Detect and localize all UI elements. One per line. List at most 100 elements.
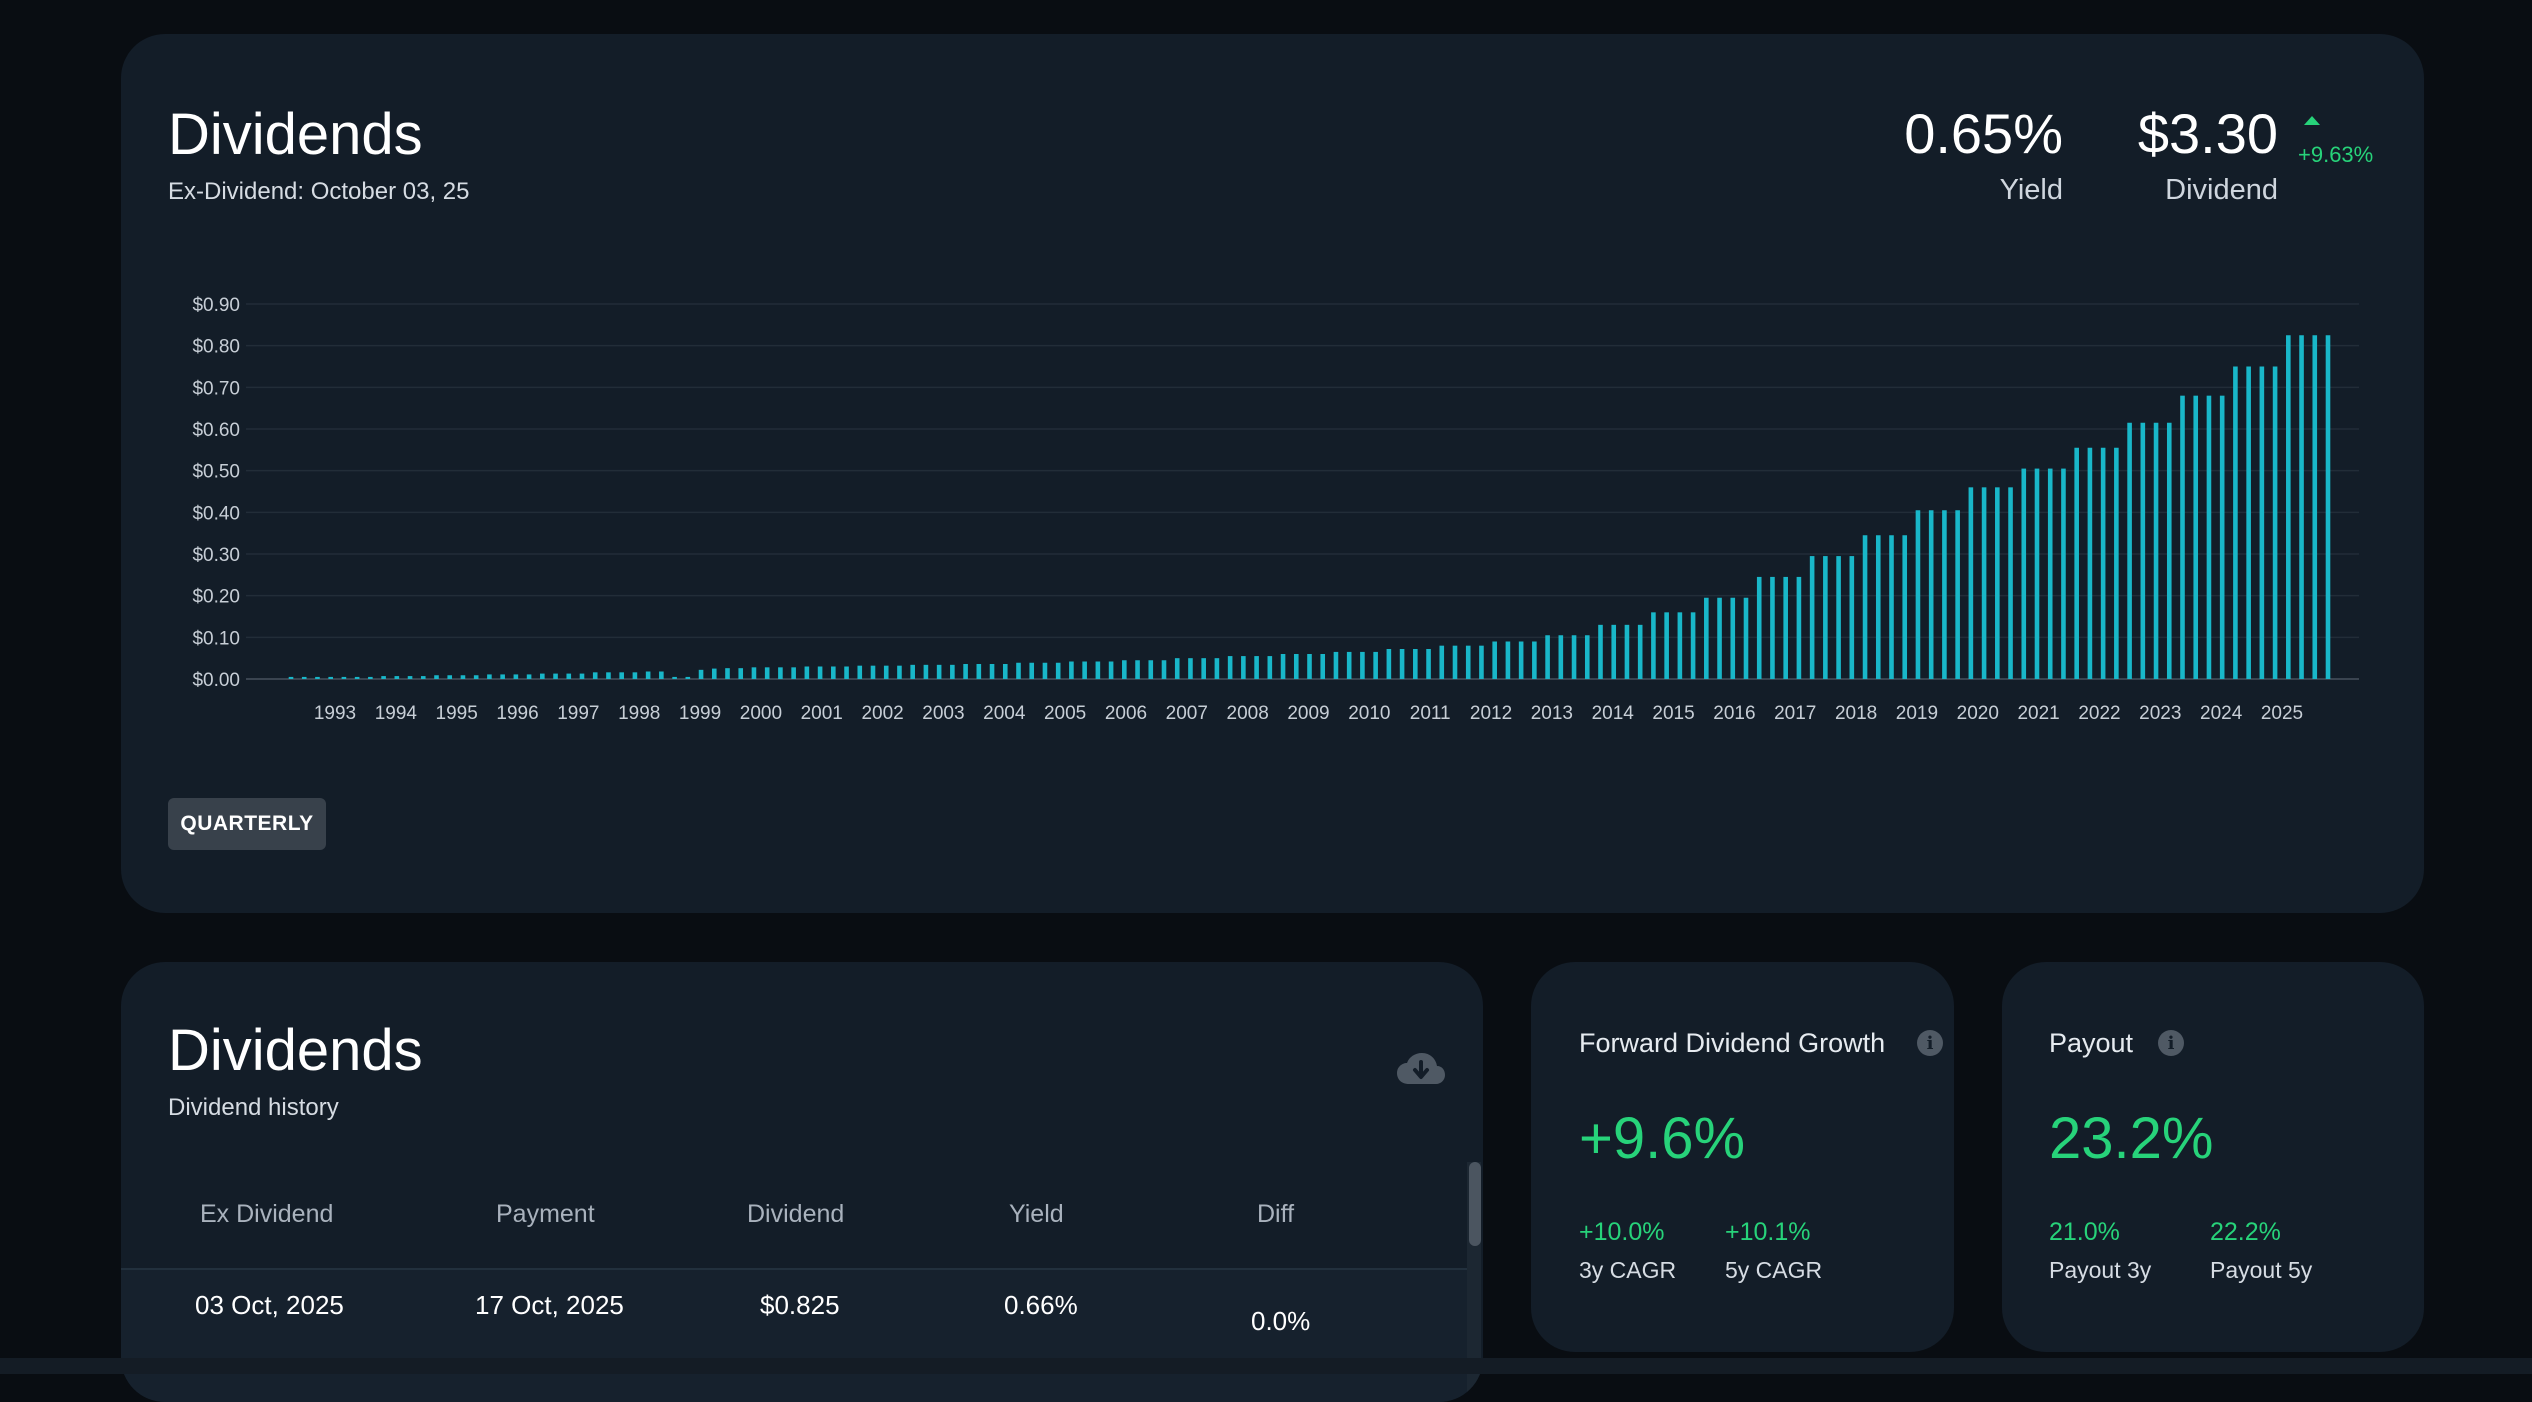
dividend-bar[interactable] xyxy=(2325,335,2331,679)
dividend-bar[interactable] xyxy=(619,672,624,679)
dividend-bar[interactable] xyxy=(1717,597,1722,679)
dividend-bar[interactable] xyxy=(1360,651,1365,679)
dividend-bar[interactable] xyxy=(857,665,863,679)
dividend-bar[interactable] xyxy=(950,664,955,679)
dividend-bar[interactable] xyxy=(1624,624,1630,679)
dividend-bar[interactable] xyxy=(1029,662,1035,679)
dividend-bar[interactable] xyxy=(2074,447,2079,679)
dividend-bar[interactable] xyxy=(751,667,757,679)
dividend-bar[interactable] xyxy=(2140,422,2146,679)
dividend-bar[interactable] xyxy=(1386,649,1392,679)
dividend-bar[interactable] xyxy=(2180,395,2185,679)
dividend-bar[interactable] xyxy=(1558,635,1564,679)
dividend-bar[interactable] xyxy=(1995,487,2000,679)
dividend-bar[interactable] xyxy=(1796,576,1802,679)
dividend-bar[interactable] xyxy=(1465,645,1471,679)
dividend-bar[interactable] xyxy=(1148,660,1154,679)
dividend-bar[interactable] xyxy=(1756,576,1762,679)
dividend-bar[interactable] xyxy=(381,676,386,679)
dividend-bar[interactable] xyxy=(1571,635,1577,679)
dividend-bar[interactable] xyxy=(2166,422,2172,679)
dividend-bar[interactable] xyxy=(1055,662,1061,679)
dividend-bar[interactable] xyxy=(1174,658,1180,679)
dividend-bar[interactable] xyxy=(685,676,691,679)
dividend-bar[interactable] xyxy=(804,666,810,680)
dividend-bar[interactable] xyxy=(1611,624,1617,679)
dividend-bar[interactable] xyxy=(1188,658,1193,679)
dividend-bar[interactable] xyxy=(1505,641,1511,680)
dividend-bar[interactable] xyxy=(2008,487,2013,679)
dividend-bar[interactable] xyxy=(2034,468,2040,679)
dividend-bar[interactable] xyxy=(420,676,426,679)
dividend-bar[interactable] xyxy=(579,673,585,679)
dividend-bar[interactable] xyxy=(2312,335,2318,679)
dividend-bar[interactable] xyxy=(831,666,836,680)
dividend-bar[interactable] xyxy=(2127,422,2132,679)
dividend-bar[interactable] xyxy=(725,668,730,679)
dividend-bar[interactable] xyxy=(1743,597,1749,679)
table-scrollbar-thumb[interactable] xyxy=(1469,1162,1481,1246)
dividend-bar[interactable] xyxy=(1664,612,1669,679)
col-payment[interactable]: Payment xyxy=(496,1200,595,1228)
dividend-bar[interactable] xyxy=(368,676,373,679)
dividend-bar[interactable] xyxy=(1968,487,1974,679)
dividend-bar[interactable] xyxy=(1095,661,1101,680)
dividend-bar[interactable] xyxy=(2193,395,2199,679)
dividend-bar[interactable] xyxy=(2286,335,2291,679)
dividend-bar[interactable] xyxy=(1849,556,1855,679)
dividend-bar[interactable] xyxy=(2061,468,2066,679)
dividend-bar[interactable] xyxy=(1902,535,1908,679)
dividend-bar[interactable] xyxy=(711,668,717,679)
dividend-bar[interactable] xyxy=(1637,624,1643,679)
dividend-bar[interactable] xyxy=(394,676,400,679)
dividend-bar[interactable] xyxy=(1201,658,1206,679)
dividend-bar[interactable] xyxy=(1161,660,1167,679)
dividend-bar[interactable] xyxy=(592,672,598,679)
info-icon[interactable]: i xyxy=(1917,1030,1943,1056)
info-icon[interactable]: i xyxy=(2158,1030,2184,1056)
dividend-bar[interactable] xyxy=(500,674,505,679)
dividend-bar[interactable] xyxy=(1598,624,1603,679)
dividend-bar[interactable] xyxy=(1862,535,1868,679)
dividend-bar[interactable] xyxy=(1690,612,1696,679)
dividend-bar[interactable] xyxy=(460,675,466,679)
dividend-bar[interactable] xyxy=(659,671,664,680)
dividend-bar[interactable] xyxy=(1955,510,1960,679)
dividend-bar[interactable] xyxy=(764,667,770,679)
dividend-bar[interactable] xyxy=(1346,651,1352,679)
dividend-bar[interactable] xyxy=(963,664,968,679)
dividend-bar[interactable] xyxy=(434,675,439,679)
col-diff[interactable]: Diff xyxy=(1257,1200,1295,1228)
dividend-bar[interactable] xyxy=(1875,535,1881,679)
dividend-bar[interactable] xyxy=(1320,654,1326,679)
dividend-bar[interactable] xyxy=(1651,612,1656,679)
dividend-bar[interactable] xyxy=(1108,661,1114,680)
dividend-bar[interactable] xyxy=(1928,510,1934,679)
dividend-bar[interactable] xyxy=(2233,366,2238,680)
dividend-bar[interactable] xyxy=(1373,651,1378,679)
dividend-bar[interactable] xyxy=(1267,656,1273,679)
dividend-bar[interactable] xyxy=(540,673,545,679)
dividend-bar[interactable] xyxy=(2100,447,2106,679)
dividend-bar[interactable] xyxy=(2219,395,2225,679)
dividend-bar[interactable] xyxy=(328,676,333,679)
dividend-bar[interactable] xyxy=(1479,645,1484,679)
dividend-bar[interactable] xyxy=(2047,468,2053,679)
dividend-bar[interactable] xyxy=(473,675,479,679)
dividend-bar[interactable] xyxy=(1823,556,1828,679)
dividend-bar[interactable] xyxy=(1981,487,1987,679)
dividend-bar[interactable] xyxy=(778,667,783,679)
dividend-bar[interactable] xyxy=(1016,662,1021,679)
dividend-bar[interactable] xyxy=(1280,654,1286,679)
dividend-bar[interactable] xyxy=(1122,660,1127,679)
dividend-bar[interactable] xyxy=(2259,366,2265,680)
dividend-bar[interactable] xyxy=(989,664,995,679)
dividend-bar[interactable] xyxy=(566,673,572,679)
dividend-bar[interactable] xyxy=(1002,664,1008,679)
dividend-bar[interactable] xyxy=(1518,641,1524,680)
dividend-bar[interactable] xyxy=(1307,654,1312,679)
dividend-bar[interactable] xyxy=(1426,649,1431,679)
dividend-bar[interactable] xyxy=(1492,641,1497,680)
cloud-download-icon[interactable] xyxy=(1396,1052,1446,1088)
dividend-bar[interactable] xyxy=(2206,395,2212,679)
